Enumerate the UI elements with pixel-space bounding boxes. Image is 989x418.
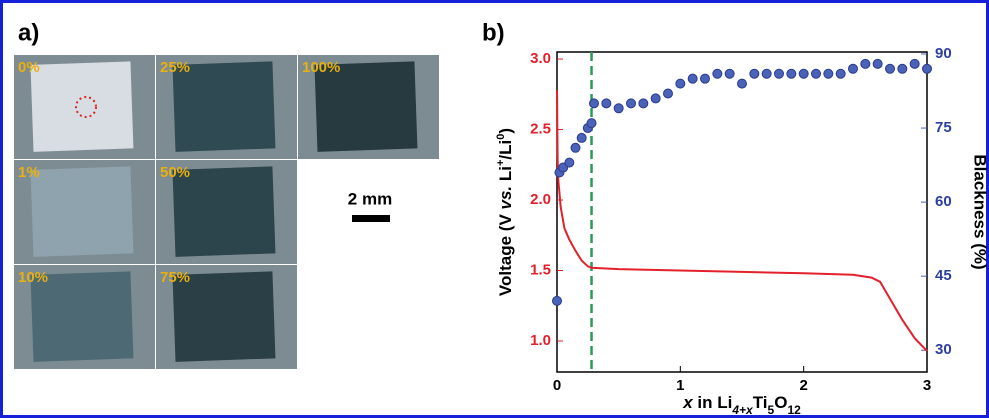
x-tick-label: 3 <box>923 377 931 394</box>
x-tick-label: 1 <box>676 377 684 394</box>
y-tick-label: 3.0 <box>530 50 551 67</box>
blackness-point <box>587 119 596 128</box>
y-axis-label-part: Li <box>496 166 515 186</box>
blackness-point <box>713 69 722 78</box>
blackness-point <box>910 59 919 68</box>
blackness-point <box>824 69 833 78</box>
x-tick-label: 0 <box>553 377 561 394</box>
tile-label: 0% <box>18 59 40 76</box>
x-axis-label-part: Ti <box>753 393 768 412</box>
electrode <box>30 61 133 151</box>
y-axis-label-part: ) <box>496 128 515 134</box>
blackness-point <box>762 69 771 78</box>
panel-label: a) <box>18 19 39 46</box>
blackness-point <box>750 69 759 78</box>
blackness-point <box>898 64 907 73</box>
y2-tick-label: 30 <box>935 341 952 358</box>
blackness-point <box>664 89 673 98</box>
blackness-point <box>725 69 734 78</box>
blackness-point <box>553 296 562 305</box>
y-axis-label-part: Voltage (V <box>496 209 515 296</box>
figure: a) b) 0%25%100%1%50%10%75%2 mm01231.01.5… <box>0 0 989 418</box>
y2-tick-label: 45 <box>935 267 952 284</box>
tile-label: 75% <box>160 269 190 286</box>
y-tick-label: 1.0 <box>530 332 551 349</box>
tile-label: 50% <box>160 164 190 181</box>
blackness-point <box>614 104 623 113</box>
blackness-point <box>738 79 747 88</box>
blackness-point <box>627 99 636 108</box>
blackness-point <box>651 94 660 103</box>
y-axis-label-part: /Li <box>496 140 515 160</box>
blackness-point <box>849 64 858 73</box>
scale-bar <box>352 215 390 222</box>
y2-tick-label: 90 <box>935 45 952 62</box>
tile-label: 10% <box>18 269 48 286</box>
blackness-point <box>701 74 710 83</box>
y-tick-label: 1.5 <box>530 261 551 278</box>
blackness-point <box>787 69 796 78</box>
blackness-point <box>676 79 685 88</box>
scale-bar-label: 2 mm <box>348 189 392 208</box>
blackness-point <box>812 69 821 78</box>
blackness-point <box>873 59 882 68</box>
blackness-point <box>577 133 586 142</box>
y2-tick-label: 75 <box>935 119 952 136</box>
blackness-point <box>602 99 611 108</box>
tile-label: 100% <box>302 59 340 76</box>
y2-axis-label: Blackness (%) <box>971 154 989 269</box>
blackness-point <box>565 158 574 167</box>
blackness-point <box>639 99 648 108</box>
tile-label: 1% <box>18 164 40 181</box>
x-axis-label-part: in Li <box>693 393 733 412</box>
blackness-point <box>571 143 580 152</box>
y2-tick-label: 60 <box>935 193 952 210</box>
x-axis-label-part: 12 <box>787 403 801 417</box>
x-tick-label: 2 <box>799 377 807 394</box>
y-tick-label: 2.5 <box>530 121 551 138</box>
blackness-point <box>923 64 932 73</box>
x-axis-label-part: O <box>774 393 787 412</box>
blackness-point <box>886 64 895 73</box>
panel-label: b) <box>482 19 505 46</box>
y-tick-label: 2.0 <box>530 191 551 208</box>
blackness-point <box>590 99 599 108</box>
blackness-point <box>775 69 784 78</box>
x-axis-label-part: 4+x <box>731 403 754 417</box>
blackness-point <box>836 69 845 78</box>
y-axis-label-part: vs. <box>496 186 515 210</box>
y-axis-label: Voltage (V vs. Li+/Li0) <box>495 128 516 296</box>
blackness-point <box>799 69 808 78</box>
tile-label: 25% <box>160 59 190 76</box>
blackness-point <box>861 59 870 68</box>
blackness-point <box>688 74 697 83</box>
electrode <box>30 166 133 256</box>
